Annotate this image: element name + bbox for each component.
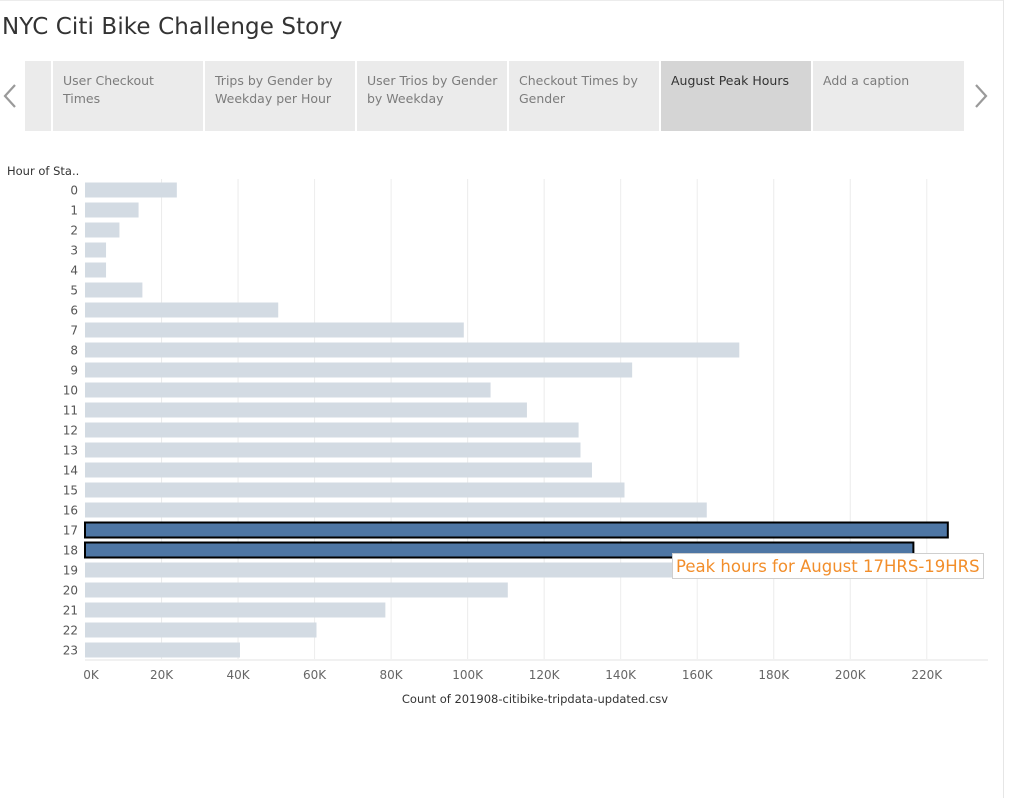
hour-label: 20 <box>63 584 78 598</box>
chevron-right-icon[interactable] <box>971 80 991 112</box>
bar-hour-20 <box>85 582 508 598</box>
tab-separator <box>355 61 357 131</box>
x-tick-label: 120K <box>529 668 561 682</box>
hour-label: 9 <box>70 364 78 378</box>
hour-label: 7 <box>70 324 78 338</box>
x-tick-label: 180K <box>758 668 790 682</box>
bar-hour-14 <box>85 462 592 478</box>
bar-hour-6 <box>85 302 279 318</box>
hour-label: 17 <box>63 524 78 538</box>
x-tick-label: 100K <box>452 668 484 682</box>
bar-hour-12 <box>85 422 579 438</box>
bar-hour-10 <box>85 382 491 398</box>
x-tick-label: 20K <box>150 668 174 682</box>
top-border <box>0 0 1003 1</box>
story-tab-5[interactable]: Add a caption <box>813 61 964 131</box>
hour-label: 10 <box>63 384 78 398</box>
hour-label: 18 <box>63 544 78 558</box>
hour-label: 3 <box>70 244 78 258</box>
hour-label: 12 <box>63 424 78 438</box>
bar-hour-4 <box>85 262 107 278</box>
story-title: NYC Citi Bike Challenge Story <box>2 14 343 40</box>
bar-hour-15 <box>85 482 625 498</box>
bar-hour-23 <box>85 642 240 658</box>
bar-hour-2 <box>85 222 120 238</box>
story-tab-1[interactable]: Trips by Gender by Weekday per Hour <box>205 61 356 131</box>
story-tab-3[interactable]: Checkout Times by Gender <box>509 61 660 131</box>
x-tick-label: 160K <box>682 668 714 682</box>
hour-label: 5 <box>70 284 78 298</box>
hour-label: 11 <box>63 404 78 418</box>
right-border <box>1003 0 1004 798</box>
hour-label: 14 <box>63 464 78 478</box>
tab-separator <box>659 61 661 131</box>
x-tick-label: 60K <box>303 668 327 682</box>
row-header: Hour of Sta.. <box>7 164 79 178</box>
hour-label: 6 <box>70 304 78 318</box>
bar-hour-17 <box>84 521 949 539</box>
hour-label: 4 <box>70 264 78 278</box>
hour-label: 0 <box>70 184 78 198</box>
chevron-left-icon[interactable] <box>0 80 20 112</box>
bar-hour-7 <box>85 322 464 338</box>
tab-separator <box>507 61 509 131</box>
peak-hours-annotation: Peak hours for August 17HRS-19HRS <box>672 553 984 579</box>
bar-hour-1 <box>85 202 139 218</box>
hour-label: 2 <box>70 224 78 238</box>
x-tick-label: 140K <box>605 668 637 682</box>
x-tick-label: 40K <box>226 668 250 682</box>
hour-label: 13 <box>63 444 78 458</box>
x-tick-label: 220K <box>911 668 943 682</box>
hour-label: 19 <box>63 564 78 578</box>
bar-hour-0 <box>85 182 177 198</box>
story-tab-2[interactable]: User Trios by Gender by Weekday <box>357 61 508 131</box>
bar-hour-5 <box>85 282 143 298</box>
tab-separator <box>811 61 813 131</box>
hour-label: 21 <box>63 604 78 618</box>
hour-label: 15 <box>63 484 78 498</box>
tab-separator <box>203 61 205 131</box>
bar-hour-22 <box>85 622 317 638</box>
hour-label: 16 <box>63 504 78 518</box>
bar-hour-3 <box>85 242 107 258</box>
story-tab-0[interactable]: User Checkout Times <box>53 61 204 131</box>
x-axis-title: Count of 201908-citibike-tripdata-update… <box>402 692 668 706</box>
bar-hour-9 <box>85 362 633 378</box>
hour-label: 8 <box>70 344 78 358</box>
bar-hour-8 <box>85 342 740 358</box>
hour-label: 1 <box>70 204 78 218</box>
bar-hour-16 <box>85 502 707 518</box>
story-tab-4[interactable]: August Peak Hours <box>661 61 812 131</box>
tab-separator <box>51 61 53 131</box>
x-tick-label: 80K <box>380 668 404 682</box>
bar-hour-21 <box>85 602 386 618</box>
bar-hour-19 <box>85 562 679 578</box>
bar-hour-13 <box>85 442 581 458</box>
x-tick-label: 200K <box>835 668 867 682</box>
hour-label: 23 <box>63 644 78 658</box>
x-tick-label: 0K <box>83 668 100 682</box>
bar-hour-11 <box>85 402 527 418</box>
hour-label: 22 <box>63 624 78 638</box>
